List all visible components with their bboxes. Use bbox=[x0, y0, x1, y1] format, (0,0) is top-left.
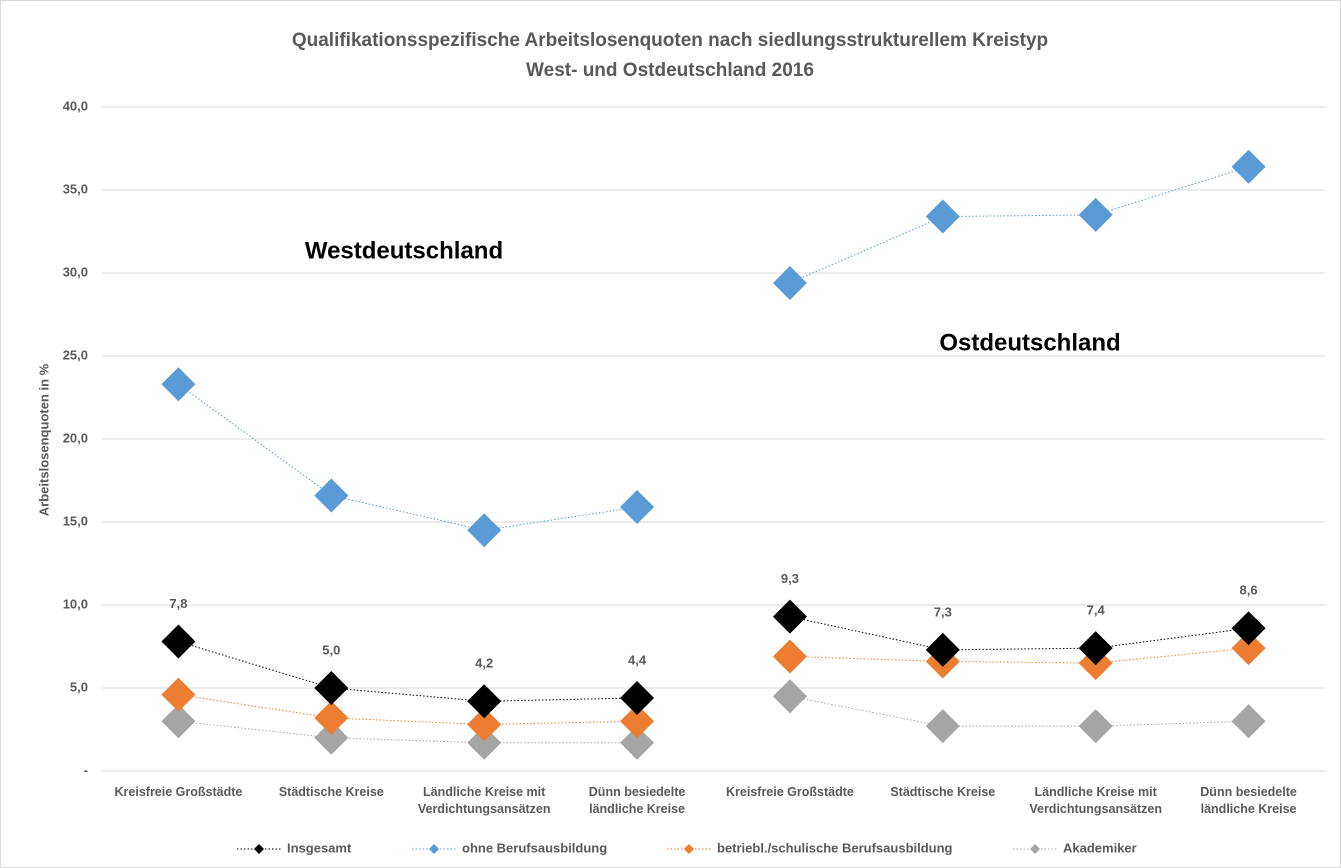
legend-marker bbox=[1030, 844, 1040, 854]
marker bbox=[620, 680, 655, 715]
y-tick-label: 5,0 bbox=[70, 679, 88, 694]
data-label: 7,8 bbox=[169, 596, 187, 611]
marker bbox=[161, 704, 196, 739]
marker bbox=[1231, 704, 1266, 739]
series-line bbox=[178, 694, 638, 726]
legend-label: Insgesamt bbox=[287, 840, 352, 855]
series-line bbox=[789, 166, 1249, 284]
data-label: 9,3 bbox=[781, 571, 799, 586]
marker bbox=[1231, 631, 1266, 666]
y-tick-label: 10,0 bbox=[63, 596, 88, 611]
series-line bbox=[178, 383, 638, 531]
y-tick-label: 20,0 bbox=[63, 430, 88, 445]
data-label: 8,6 bbox=[1240, 583, 1258, 598]
data-label: 4,4 bbox=[628, 652, 647, 667]
marker bbox=[161, 677, 196, 712]
y-tick-label: 40,0 bbox=[63, 98, 88, 113]
x-tick-label: Ländliche Kreise mit Verdichtungsansätze… bbox=[417, 785, 551, 816]
marker bbox=[925, 709, 960, 744]
legend-marker bbox=[254, 844, 264, 854]
marker bbox=[467, 684, 502, 719]
marker bbox=[772, 639, 807, 674]
x-tick-label: Dünn besiedelte ländliche Kreise bbox=[588, 785, 686, 816]
chart-subtitle: West- und Ostdeutschland 2016 bbox=[526, 60, 814, 81]
x-tick-label: Ländliche Kreise mit Verdichtungsansätze… bbox=[1029, 785, 1163, 816]
data-label: 4,2 bbox=[475, 656, 493, 671]
series-line bbox=[789, 647, 1249, 664]
series-line bbox=[178, 641, 638, 702]
x-tick-label: Städtische Kreise bbox=[890, 785, 996, 799]
marker bbox=[1231, 611, 1266, 646]
x-tick-label: Städtische Kreise bbox=[278, 785, 384, 799]
series-line bbox=[789, 695, 1249, 727]
y-tick-label: 35,0 bbox=[63, 181, 88, 196]
annotation: Westdeutschland bbox=[305, 237, 503, 264]
y-tick-label: 25,0 bbox=[63, 347, 88, 362]
marker bbox=[1231, 149, 1266, 184]
data-label: 7,3 bbox=[934, 604, 952, 619]
marker bbox=[467, 725, 502, 760]
marker bbox=[620, 490, 655, 525]
marker bbox=[467, 513, 502, 548]
marker bbox=[772, 265, 807, 300]
y-tick-label: 15,0 bbox=[63, 513, 88, 528]
data-label: 7,4 bbox=[1087, 603, 1106, 618]
y-tick-label: 30,0 bbox=[63, 264, 88, 279]
x-tick-label: Dünn besiedelte ländliche Kreise bbox=[1200, 785, 1297, 816]
marker bbox=[772, 599, 807, 634]
annotation: Ostdeutschland bbox=[939, 329, 1120, 356]
marker bbox=[772, 679, 807, 714]
series-line bbox=[789, 616, 1249, 651]
x-tick-label: Kreisfreie Großstädte bbox=[114, 785, 243, 799]
legend-marker bbox=[684, 844, 694, 854]
legend-label: Akademiker bbox=[1063, 840, 1137, 855]
marker bbox=[314, 478, 349, 513]
chart-title: Qualifikationsspezifische Arbeitslosenqu… bbox=[292, 30, 1048, 51]
data-label: 5,0 bbox=[322, 642, 340, 657]
marker bbox=[161, 367, 196, 402]
legend-label: ohne Berufsausbildung bbox=[462, 840, 607, 855]
marker bbox=[161, 624, 196, 659]
marker bbox=[314, 671, 349, 705]
marker bbox=[314, 700, 349, 735]
marker bbox=[1078, 709, 1113, 744]
marker bbox=[925, 632, 960, 667]
marker bbox=[1078, 631, 1113, 666]
marker bbox=[1078, 197, 1113, 232]
marker bbox=[620, 704, 655, 739]
x-tick-label: Kreisfreie Großstädte bbox=[726, 785, 854, 799]
marker bbox=[925, 199, 960, 234]
marker bbox=[620, 725, 655, 760]
marker bbox=[314, 720, 349, 755]
y-tick-label: - bbox=[84, 762, 88, 777]
y-axis-title: Arbeitslosenquoten in % bbox=[36, 363, 51, 516]
legend-label: betriebl./schulische Berufsausbildung bbox=[717, 840, 953, 855]
marker bbox=[467, 707, 502, 742]
legend-marker bbox=[429, 844, 439, 854]
